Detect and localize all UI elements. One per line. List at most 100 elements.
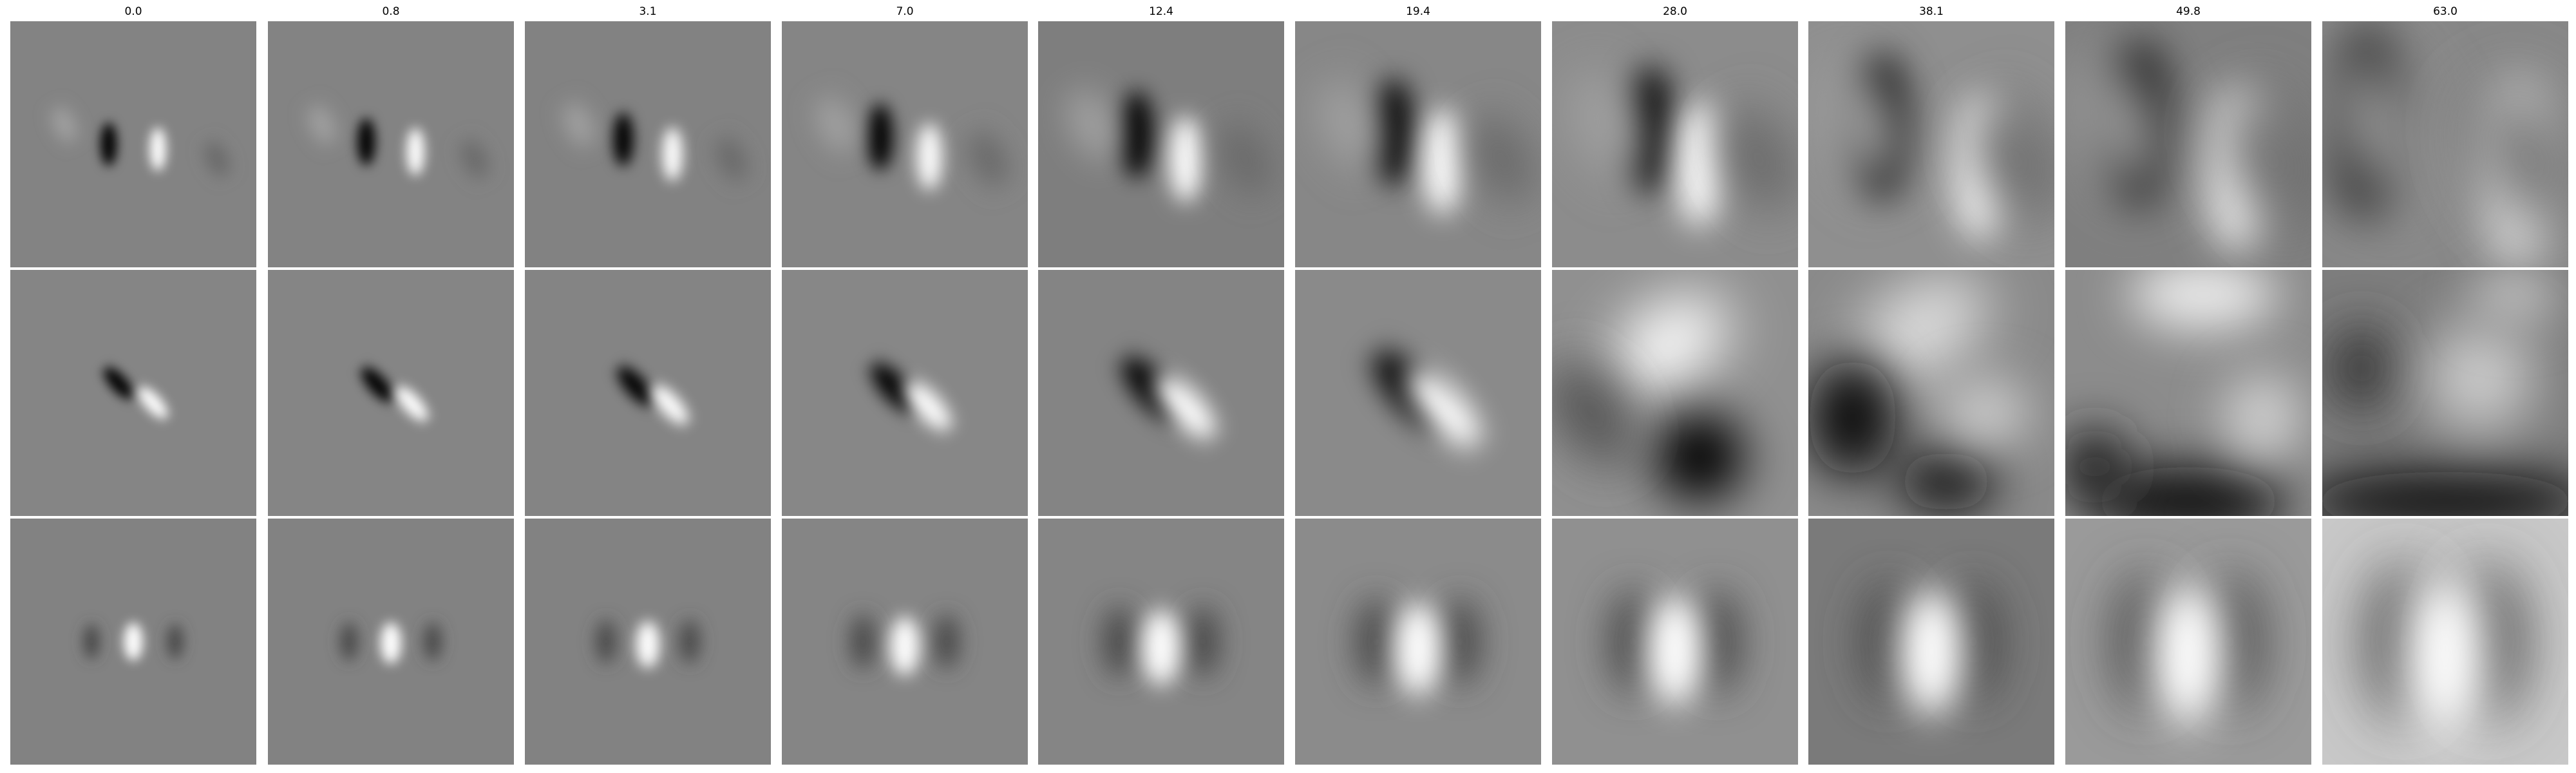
filter-image xyxy=(1808,519,2054,765)
dark-lobe xyxy=(1609,590,1657,693)
dark-lobe xyxy=(617,366,654,406)
filter-image xyxy=(1808,270,2054,516)
filter-image xyxy=(1552,270,1798,516)
filter-image xyxy=(1038,519,1284,765)
filter-panel xyxy=(1295,519,1541,765)
light-lobe xyxy=(1156,374,1216,439)
dark-lobe xyxy=(2223,91,2311,227)
light-lobe xyxy=(1613,294,1727,393)
filter-panel xyxy=(782,270,1028,516)
dark-lobe xyxy=(1721,107,1796,211)
dark-lobe xyxy=(867,103,893,171)
filter-image xyxy=(10,519,256,765)
dark-lobe xyxy=(679,620,700,663)
filter-image xyxy=(2065,270,2311,516)
dark-lobe xyxy=(1219,123,1271,195)
panel-background xyxy=(10,21,256,267)
light-lobe xyxy=(138,386,168,419)
dark-lobe xyxy=(1373,79,1414,186)
column-title: 0.0 xyxy=(124,5,142,18)
light-lobe xyxy=(308,105,336,144)
dark-lobe xyxy=(1186,606,1220,677)
filter-image xyxy=(2322,270,2568,516)
filter-panel xyxy=(525,519,771,765)
filter-panel xyxy=(268,270,514,516)
light-lobe xyxy=(916,123,942,191)
light-lobe xyxy=(1676,100,1723,227)
filter-image xyxy=(1808,21,2054,267)
light-lobe xyxy=(380,622,402,664)
filter-panel xyxy=(10,270,256,516)
filter-panel xyxy=(1552,270,1798,516)
light-lobe xyxy=(2070,57,2168,193)
light-lobe xyxy=(2403,572,2487,738)
filter-panel xyxy=(1295,21,1541,267)
dark-lobe xyxy=(1356,598,1397,685)
light-lobe xyxy=(2322,47,2432,202)
filter-image xyxy=(268,270,514,516)
filter-image xyxy=(1552,519,1798,765)
column-title: 38.1 xyxy=(1919,5,1944,18)
column-title: 12.4 xyxy=(1149,5,1173,18)
dark-lobe xyxy=(204,141,230,177)
light-lobe xyxy=(1569,73,1643,177)
light-lobe xyxy=(2470,270,2559,325)
dark-lobe xyxy=(2327,324,2396,413)
filter-panel xyxy=(2065,519,2311,765)
filter-image xyxy=(1038,270,1284,516)
light-lobe xyxy=(395,386,428,421)
filter-panel xyxy=(1808,519,2054,765)
light-lobe xyxy=(2425,324,2534,433)
column-title: 63.0 xyxy=(2433,5,2458,18)
dark-lobe xyxy=(934,614,960,669)
dark-lobe xyxy=(2065,427,2130,506)
filter-panel xyxy=(10,519,256,765)
dark-lobe xyxy=(1552,360,1636,465)
light-lobe xyxy=(1407,368,1481,448)
column-title: 49.8 xyxy=(2176,5,2201,18)
light-lobe xyxy=(149,128,166,171)
filter-panel xyxy=(525,270,771,516)
filter-image xyxy=(268,519,514,765)
light-lobe xyxy=(1394,602,1442,696)
light-lobe xyxy=(1142,609,1180,685)
filter-panel xyxy=(1038,519,1284,765)
filter-panel xyxy=(10,21,256,267)
dark-lobe xyxy=(340,622,358,661)
light-lobe xyxy=(636,621,660,668)
dark-lobe xyxy=(1897,452,1996,511)
light-lobe xyxy=(662,127,683,181)
light-lobe xyxy=(124,622,143,661)
filter-image xyxy=(1552,21,1798,267)
filter-panel xyxy=(2322,270,2568,516)
filter-panel xyxy=(525,21,771,267)
filter-image xyxy=(525,270,771,516)
dark-lobe xyxy=(1120,91,1153,178)
filter-image xyxy=(1038,21,1284,267)
dark-lobe xyxy=(850,614,876,669)
dark-lobe xyxy=(2474,81,2568,237)
filter-panel xyxy=(2322,21,2568,267)
light-lobe xyxy=(2129,270,2277,329)
light-lobe xyxy=(651,385,688,425)
filter-image xyxy=(782,21,1028,267)
filter-image xyxy=(782,519,1028,765)
filter-panel xyxy=(1808,21,2054,267)
dark-lobe xyxy=(1693,590,1741,693)
dark-lobe xyxy=(2090,466,2287,516)
light-lobe xyxy=(1318,81,1381,169)
dark-lobe xyxy=(361,367,394,403)
light-lobe xyxy=(1647,595,1703,706)
column-title: 7.0 xyxy=(896,5,914,18)
dark-lobe xyxy=(357,118,375,166)
dark-lobe xyxy=(596,620,616,663)
filter-image xyxy=(268,21,514,267)
filter-panel xyxy=(2322,519,2568,765)
dark-lobe xyxy=(1470,115,1533,203)
light-lobe xyxy=(563,102,595,147)
filter-image xyxy=(525,21,771,267)
dark-lobe xyxy=(1103,606,1136,677)
column-title: 0.8 xyxy=(382,5,400,18)
filter-image xyxy=(2065,21,2311,267)
light-lobe xyxy=(1855,273,1987,385)
